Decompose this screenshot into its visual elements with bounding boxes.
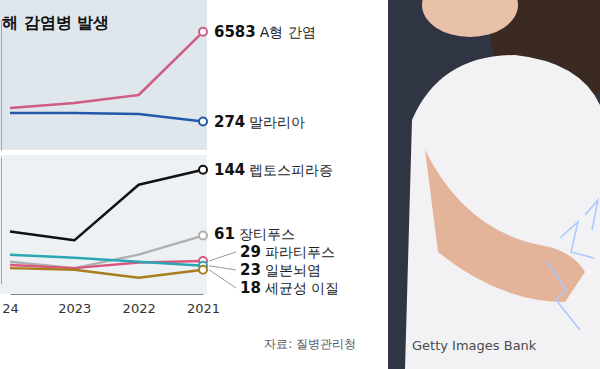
leader-line (209, 266, 236, 270)
end-marker (199, 28, 207, 36)
x-tick: 2022 (123, 294, 156, 316)
photo-spark (585, 200, 598, 230)
y-axis (1, 21, 2, 151)
series-line (10, 268, 203, 278)
leader-line (209, 252, 236, 261)
data-labels: 144렙토스피라증 61장티푸스29파라티푸스23일본뇌염18세균성 이질 (209, 161, 339, 297)
series-name: 말라리아 (249, 114, 305, 130)
photo-spark (548, 262, 580, 330)
panel-background (0, 0, 207, 150)
data-label: 144 (214, 161, 245, 179)
y-axis (1, 158, 2, 285)
photo-arm (425, 150, 585, 302)
series-line (10, 236, 203, 269)
series-name: 장티푸스 (239, 226, 295, 242)
data-label: 23 (240, 261, 261, 279)
photo-face (422, 0, 518, 37)
end-marker (199, 266, 207, 274)
chart-title: 해 감염병 발생 (2, 13, 109, 32)
x-tick-label: 2021 (187, 301, 220, 316)
x-axis-line (11, 294, 204, 295)
x-tick: 2023 (58, 294, 91, 316)
leader-line (209, 270, 236, 288)
x-tick-label: 24 (2, 301, 19, 316)
x-tick-label: 2022 (123, 301, 156, 316)
image-credit: Getty Images Bank (412, 338, 537, 353)
data-label: 6583 (214, 23, 256, 41)
end-marker (199, 166, 207, 174)
series-line (10, 170, 203, 241)
data-label: 18 (240, 279, 261, 297)
series-name: 일본뇌염 (265, 262, 321, 278)
series-line (10, 32, 203, 108)
series-line (10, 255, 203, 266)
panel: 144렙토스피라증 61장티푸스29파라티푸스23일본뇌염18세균성 이질 24 20… (0, 155, 356, 351)
series-name: 파라티푸스 (265, 244, 335, 260)
data-label: 274 (214, 113, 245, 131)
photo-spark (560, 222, 594, 258)
x-tick: 24 (2, 294, 19, 316)
photo-shirt (405, 55, 600, 369)
x-axis: 24 2023 2022 2021 (2, 294, 220, 316)
plot-marks (10, 28, 207, 126)
x-tick: 2021 (187, 294, 220, 316)
photo: Getty Images Bank (388, 0, 600, 369)
series-name: 세균성 이질 (265, 280, 339, 296)
source-note: 자료: 질병관리청 (264, 337, 356, 351)
x-tick-label: 2023 (58, 301, 91, 316)
panel-background (0, 155, 207, 294)
end-marker (199, 232, 207, 240)
plot-marks (10, 166, 207, 278)
series-line (10, 113, 203, 122)
data-labels: 6583A형 간염 274말라리아 (214, 23, 316, 131)
data-label: 29 (240, 243, 261, 261)
series-name: A형 간염 (260, 24, 316, 40)
panel: 6583A형 간염 274말라리아 해 감염병 발생 (0, 0, 316, 151)
data-label: 61 (214, 225, 235, 243)
series-name: 렙토스피라증 (249, 162, 333, 178)
y-axis-line (1, 21, 2, 151)
y-axis-line (1, 158, 2, 285)
end-marker (199, 118, 207, 126)
figure: Getty Images Bank 6583A형 간염 274말라리아 해 감염병 발… (0, 0, 600, 369)
